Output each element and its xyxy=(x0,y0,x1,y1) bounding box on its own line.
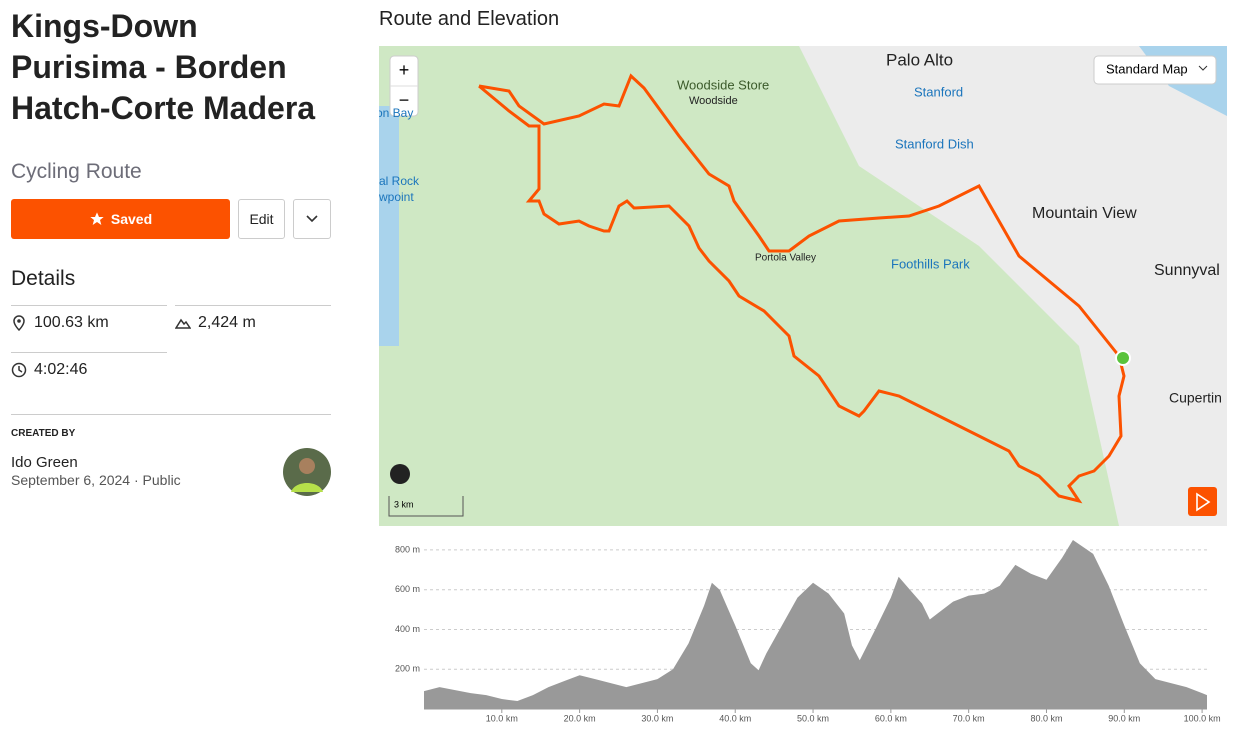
x-tick-label: 20.0 km xyxy=(564,713,596,723)
created-label: CREATED BY xyxy=(11,428,76,439)
elevation-stat: 2,424 m xyxy=(175,314,256,332)
visibility: Public xyxy=(142,472,181,488)
saved-label: Saved xyxy=(110,211,153,227)
map-label: Palo Alto xyxy=(886,50,953,69)
y-tick-label: 200 m xyxy=(395,664,420,674)
route-title: Kings-Down Purisima - Borden Hatch-Corte… xyxy=(11,8,316,126)
edit-button[interactable]: Edit xyxy=(238,199,285,239)
map[interactable]: + − Standard Map 3 km Palo Alto Woodside… xyxy=(379,46,1227,526)
divider xyxy=(11,414,331,415)
info-button[interactable] xyxy=(390,464,410,484)
star-icon xyxy=(90,212,104,225)
zoom-out[interactable]: − xyxy=(399,90,410,110)
map-label: Stanford xyxy=(914,84,963,99)
x-tick-label: 40.0 km xyxy=(719,713,751,723)
zoom-control: + − xyxy=(389,55,419,117)
map-label: wpoint xyxy=(379,190,414,204)
creator-name[interactable]: Ido Green xyxy=(11,454,78,471)
water xyxy=(379,106,399,346)
elevation-chart: 200 m 400 m 600 m 800 m 10.0 km 20.0 km 30.0 k… xyxy=(395,539,1221,723)
route-meta: September 6, 2024 · Public xyxy=(11,472,181,488)
distance-stat: 100.63 km xyxy=(11,314,109,332)
route-line xyxy=(478,73,1126,504)
route-type: Cycling Route xyxy=(11,160,142,183)
mountain-icon xyxy=(175,318,191,329)
y-tick-label: 600 m xyxy=(395,584,420,594)
map-label: Portola Valley xyxy=(755,253,816,264)
map-label: Foothills Park xyxy=(891,256,970,271)
map-label: Stanford Dish xyxy=(895,136,974,151)
route-start xyxy=(1115,350,1131,366)
map-label: al Rock xyxy=(379,174,420,188)
moving-time: 4:02:46 xyxy=(34,361,88,378)
map-label: Woodside xyxy=(689,95,738,107)
avatar[interactable] xyxy=(283,448,331,496)
saved-button[interactable]: Saved xyxy=(11,199,230,239)
x-tick-label: 70.0 km xyxy=(953,713,985,723)
details-heading: Details xyxy=(11,267,76,290)
divider xyxy=(11,352,167,353)
scale-bar xyxy=(388,496,464,517)
y-tick-label: 800 m xyxy=(395,544,420,554)
map-scale: 3 km xyxy=(394,499,414,509)
pin-icon xyxy=(13,315,25,331)
play-icon xyxy=(1196,492,1211,512)
x-tick-label: 30.0 km xyxy=(641,713,673,723)
divider xyxy=(175,305,331,306)
x-tick-label: 80.0 km xyxy=(1030,713,1062,723)
flyover-button[interactable] xyxy=(1188,487,1217,516)
map-label: Cupertin xyxy=(1169,390,1222,406)
divider xyxy=(11,305,167,306)
clock-icon xyxy=(11,362,27,378)
x-tick-label: 10.0 km xyxy=(486,713,518,723)
time-stat: 4:02:46 xyxy=(11,361,87,379)
section-heading: Route and Elevation xyxy=(379,8,560,30)
x-tick-label: 50.0 km xyxy=(797,713,829,723)
zoom-in[interactable]: + xyxy=(399,60,410,80)
elevation-area xyxy=(424,539,1207,709)
elevation-gain: 2,424 m xyxy=(198,314,256,331)
map-type: Standard Map xyxy=(1106,61,1188,76)
created-date: September 6, 2024 xyxy=(11,472,131,488)
chevron xyxy=(1198,65,1208,71)
x-tick-label: 100.0 km xyxy=(1184,713,1221,723)
map-labels: Palo Alto Woodside Store Woodside Stanfo… xyxy=(379,50,1222,405)
map-label: Mountain View xyxy=(1032,205,1137,222)
map-label: Woodside Store xyxy=(677,77,769,92)
y-tick-label: 400 m xyxy=(395,624,420,634)
map-label: Sunnyval xyxy=(1154,262,1220,279)
x-tick-label: 60.0 km xyxy=(875,713,907,723)
map-type-select[interactable] xyxy=(1093,55,1217,85)
chevron xyxy=(306,215,318,223)
map-label: on Bay xyxy=(379,106,413,120)
more-button[interactable] xyxy=(293,199,331,239)
x-tick-label: 90.0 km xyxy=(1108,713,1140,723)
distance: 100.63 km xyxy=(34,314,109,331)
